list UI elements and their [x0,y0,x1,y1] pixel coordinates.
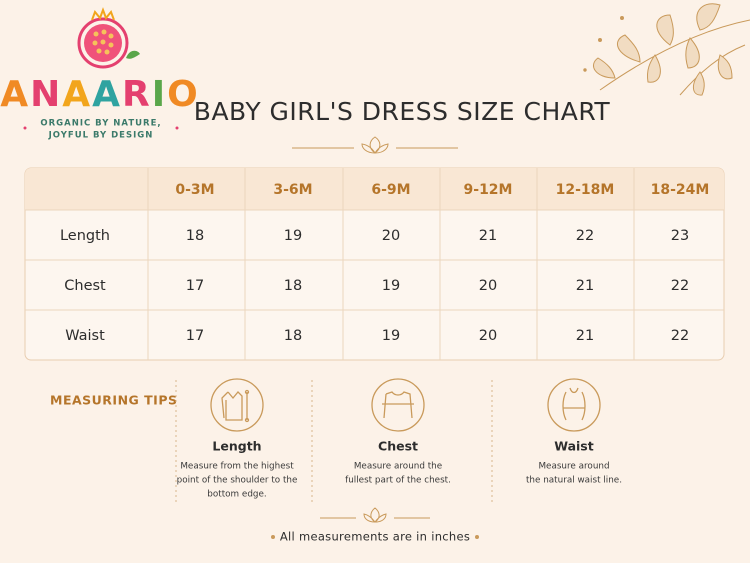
footer-divider [271,507,479,539]
column-header: 9-12M [464,182,513,198]
cell: 20 [479,328,497,344]
cell: 23 [671,228,689,244]
tip-description: Measure around [538,462,609,472]
column-header: 12-18M [556,182,615,198]
cell: 21 [576,278,594,294]
row-label: Waist [65,328,105,344]
dot [23,126,27,130]
cell: 18 [284,278,302,294]
tip-icon [547,378,601,432]
cell: 22 [671,278,689,294]
cell: 19 [382,278,400,294]
tip-description: fullest part of the chest. [345,476,451,486]
brand-name: ANAARIO [0,74,200,115]
column-header: 0-3M [175,182,214,198]
cell: 22 [671,328,689,344]
dot [175,126,179,130]
cell: 17 [186,328,204,344]
cell: 20 [382,228,400,244]
cell: 21 [576,328,594,344]
tagline: JOYFUL BY DESIGN [48,131,154,141]
tip-description: point of the shoulder to the [177,476,298,486]
tip-icon [210,378,264,432]
tip-icon [371,378,425,432]
tip-description: Measure from the highest [180,462,294,472]
logo-icon [77,7,140,69]
tip-description: Measure around the [354,462,442,472]
tip-description: bottom edge. [207,490,266,500]
cell: 22 [576,228,594,244]
cell: 17 [186,278,204,294]
row-label: Chest [64,278,106,294]
measuring-tips: MEASURING TIPS Length Measure from the hi… [50,378,622,505]
title: BABY GIRL'S DRESS SIZE CHART [194,97,611,126]
cell: 18 [186,228,204,244]
cell: 21 [479,228,497,244]
cell: 20 [479,278,497,294]
cell: 19 [382,328,400,344]
size-table: 0-3M 3-6M 6-9M 9-12M 12-18M 18-24M Length 18 19 2… [24,167,725,361]
column-header: 3-6M [273,182,312,198]
tagline: ORGANIC BY NATURE, [40,119,161,129]
leaf-decoration [583,3,750,96]
cell: 18 [284,328,302,344]
cell: 19 [284,228,302,244]
column-header: 18-24M [651,182,710,198]
footer-note: All measurements are in inches [280,530,470,544]
tips-heading: MEASURING TIPS [50,393,178,408]
row-label: Length [60,228,110,244]
divider [292,136,458,154]
tip-title: Length [212,439,261,454]
tip-title: Chest [378,439,418,454]
column-header: 6-9M [371,182,410,198]
tip-description: the natural waist line. [526,476,622,486]
tip-title: Waist [554,439,594,454]
